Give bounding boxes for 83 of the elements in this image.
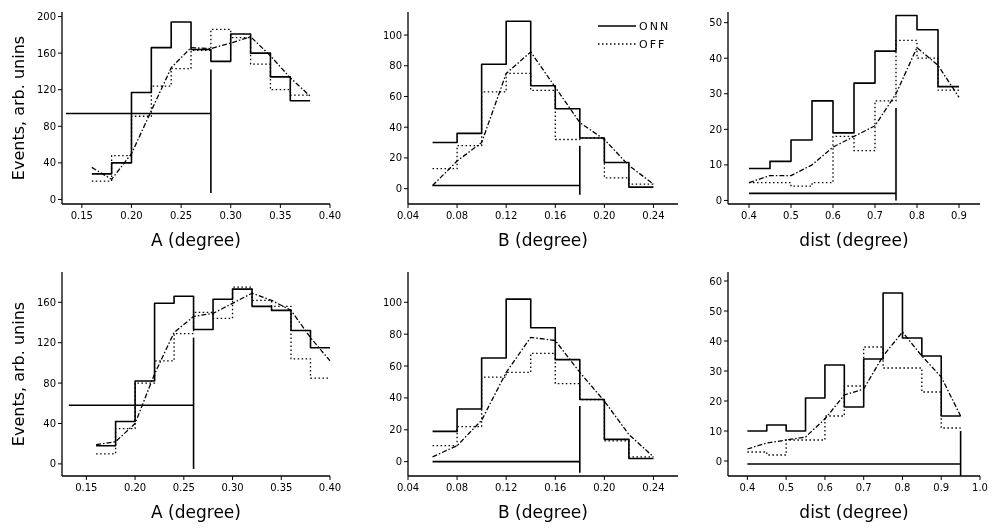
y-tick-label: 0 bbox=[395, 183, 402, 195]
y-tick-label: 80 bbox=[389, 328, 402, 340]
x-tick-label: 0.7 bbox=[867, 210, 883, 221]
y-tick-label: 80 bbox=[43, 377, 56, 389]
y-tick-label: 120 bbox=[36, 84, 56, 96]
x-tick-label: 0.6 bbox=[816, 482, 833, 493]
x-tick-label: 0.7 bbox=[855, 482, 872, 493]
legend-label: ONN bbox=[639, 20, 671, 33]
x-tick-label: 0.8 bbox=[894, 482, 911, 493]
x-tick-label: 0.25 bbox=[172, 482, 195, 493]
x-tick-label: 0.15 bbox=[70, 210, 93, 221]
y-tick-label: 10 bbox=[709, 159, 722, 171]
y-tick-label: 160 bbox=[36, 296, 56, 308]
x-tick-label: 0.04 bbox=[396, 482, 420, 493]
y-tick-label: 20 bbox=[389, 424, 402, 436]
y-tick-label: 40 bbox=[709, 52, 722, 64]
x-tick-label: 0.08 bbox=[445, 210, 469, 221]
y-tick-label: 0 bbox=[715, 455, 722, 467]
x-tick-label: 0.30 bbox=[219, 210, 242, 221]
x-tick-label: 0.6 bbox=[825, 210, 841, 221]
y-tick-label: 30 bbox=[709, 88, 722, 100]
x-tick-label: 0.35 bbox=[269, 210, 292, 221]
y-tick-label: 60 bbox=[389, 90, 402, 102]
x-tick-label: 0.30 bbox=[221, 482, 244, 493]
x-axis-title: dist (degree) bbox=[799, 502, 909, 522]
y-tick-label: 200 bbox=[36, 11, 56, 23]
x-tick-label: 0.5 bbox=[778, 482, 795, 493]
x-tick-label: 0.40 bbox=[318, 210, 342, 221]
y-tick-label: 50 bbox=[709, 305, 722, 317]
x-axis-title: B (degree) bbox=[498, 230, 588, 250]
x-tick-label: 0.4 bbox=[741, 210, 757, 221]
x-tick-label: 0.8 bbox=[909, 210, 925, 221]
y-tick-label: 20 bbox=[389, 152, 402, 164]
x-tick-label: 0.08 bbox=[445, 482, 469, 493]
y-tick-label: 0 bbox=[395, 456, 402, 468]
y-tick-label: 40 bbox=[389, 392, 402, 404]
y-tick-label: 100 bbox=[382, 29, 402, 41]
x-tick-label: 0.16 bbox=[544, 482, 567, 493]
y-tick-label: 60 bbox=[389, 360, 402, 372]
y-tick-label: 80 bbox=[43, 120, 56, 132]
y-tick-label: 0 bbox=[49, 458, 56, 470]
x-tick-label: 0.4 bbox=[739, 482, 756, 493]
y-tick-label: 40 bbox=[389, 121, 402, 133]
x-tick-label: 0.25 bbox=[169, 210, 193, 221]
y-tick-label: 40 bbox=[43, 157, 56, 169]
x-tick-label: 0.12 bbox=[495, 482, 518, 493]
x-tick-label: 0.12 bbox=[495, 210, 518, 221]
x-tick-label: 0.9 bbox=[933, 482, 950, 493]
y-tick-label: 50 bbox=[709, 17, 722, 29]
y-tick-label: 120 bbox=[36, 337, 56, 349]
x-tick-label: 1.0 bbox=[972, 482, 988, 493]
x-tick-label: 0.9 bbox=[951, 210, 967, 221]
legend-label: OFF bbox=[639, 38, 667, 51]
x-axis-title: dist (degree) bbox=[799, 230, 909, 250]
y-axis-title: Events, arb. unins bbox=[9, 35, 28, 181]
x-axis-title: A (degree) bbox=[151, 502, 241, 522]
x-tick-label: 0.15 bbox=[75, 482, 98, 493]
y-tick-label: 160 bbox=[36, 47, 56, 59]
y-tick-label: 20 bbox=[709, 395, 722, 407]
y-tick-label: 100 bbox=[382, 296, 402, 308]
y-axis-title: Events, arb. unins bbox=[9, 301, 28, 447]
y-tick-label: 30 bbox=[709, 365, 722, 377]
x-tick-label: 0.24 bbox=[642, 210, 665, 221]
x-tick-label: 0.04 bbox=[396, 210, 420, 221]
x-tick-label: 0.16 bbox=[544, 210, 567, 221]
y-tick-label: 20 bbox=[709, 123, 722, 135]
x-tick-label: 0.20 bbox=[123, 482, 147, 493]
y-tick-label: 10 bbox=[709, 425, 722, 437]
x-tick-label: 0.24 bbox=[642, 482, 665, 493]
y-tick-label: 0 bbox=[49, 193, 56, 205]
x-tick-label: 0.20 bbox=[593, 210, 616, 221]
x-tick-label: 0.40 bbox=[318, 482, 342, 493]
y-tick-label: 40 bbox=[43, 417, 56, 429]
y-tick-label: 80 bbox=[389, 60, 402, 72]
x-tick-label: 0.35 bbox=[270, 482, 293, 493]
x-tick-label: 0.20 bbox=[120, 210, 143, 221]
x-tick-label: 0.5 bbox=[783, 210, 799, 221]
y-tick-label: 60 bbox=[709, 275, 722, 287]
y-tick-label: 0 bbox=[715, 194, 722, 206]
x-tick-label: 0.20 bbox=[593, 482, 616, 493]
y-tick-label: 40 bbox=[709, 335, 722, 347]
x-axis-title: B (degree) bbox=[498, 502, 588, 522]
x-axis-title: A (degree) bbox=[151, 230, 241, 250]
